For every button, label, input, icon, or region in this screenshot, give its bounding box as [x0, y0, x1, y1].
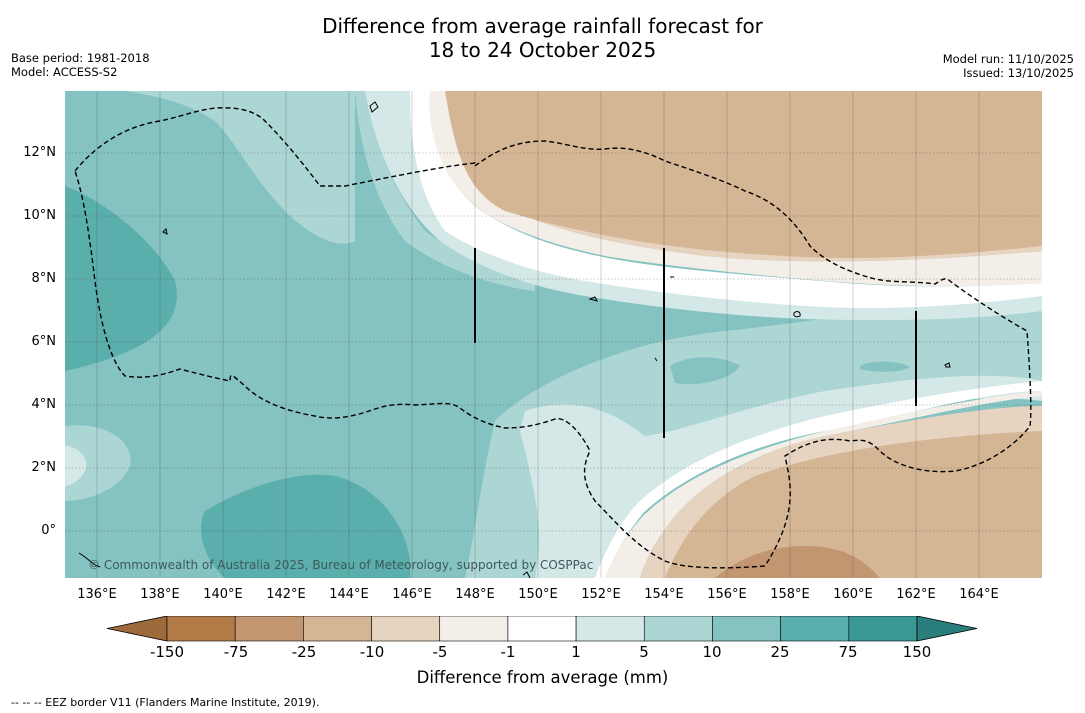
map-title: Difference from average rainfall forecas…: [0, 14, 1085, 62]
colorbar-cell: [439, 616, 509, 642]
zone-neutral-south: [595, 381, 1042, 578]
cbar-tick: -150: [149, 643, 185, 661]
islands: [78, 101, 951, 578]
zone-minus1-north: [429, 91, 1042, 287]
lat-label-10n: 10°N: [23, 208, 56, 223]
title-line-1: Difference from average rainfall forecas…: [322, 14, 763, 38]
zone-plus5-west: [65, 425, 131, 501]
colorbar-cell: [575, 616, 645, 642]
title-line-2: 18 to 24 October 2025: [428, 38, 657, 62]
lon-label-138e: 138°E: [140, 587, 180, 602]
colorbar-cell: [166, 616, 236, 642]
zone-minus25-south: [715, 546, 880, 578]
colorbar-cell: [643, 616, 713, 642]
cbar-tick: -5: [432, 643, 448, 661]
colorbar-cell: [848, 616, 918, 642]
lat-label-8n: 8°N: [31, 271, 57, 286]
lat-label-6n: 6°N: [31, 334, 57, 349]
model-run: Model run: 11/10/2025: [942, 52, 1074, 66]
zone-plus5-central: [465, 291, 1042, 578]
cbar-tick: 150: [902, 643, 932, 661]
lon-label-136e: 136°E: [77, 587, 117, 602]
cbar-tick: 1: [571, 643, 581, 661]
map-canvas: [65, 91, 1042, 578]
colorbar: [107, 616, 978, 642]
copyright-notice: © Commonwealth of Australia 2025, Bureau…: [88, 558, 594, 572]
lon-label-160e: 160°E: [833, 587, 873, 602]
zone-minus1-south: [605, 391, 1042, 578]
lon-label-142e: 142°E: [266, 587, 306, 602]
eez-footnote: -- -- -- EEZ border V11 (Flanders Marine…: [11, 696, 320, 709]
lon-label-146e: 146°E: [392, 587, 432, 602]
colorbar-cells: [166, 616, 918, 642]
zone-minus10-north-core: [489, 91, 1042, 253]
colorbar-cell: [507, 616, 577, 642]
model-name: Model: ACCESS-S2: [11, 65, 118, 79]
lat-label-2n: 2°N: [31, 460, 57, 475]
cbar-tick: -10: [359, 643, 385, 661]
zone-plus25-west: [65, 186, 177, 371]
colorbar-cell: [712, 616, 781, 642]
lon-label-162e: 162°E: [896, 587, 936, 602]
lat-label-4n: 4°N: [31, 397, 57, 412]
lon-label-164e: 164°E: [959, 587, 999, 602]
colorbar-cell: [780, 616, 850, 642]
run-info: Model run: 11/10/2025 Issued: 13/10/2025: [943, 52, 1074, 80]
colorbar-extend-high: [916, 616, 978, 642]
boundary-lines: [474, 248, 917, 438]
cbar-tick: -75: [223, 643, 249, 661]
issued-date: Issued: 13/10/2025: [963, 66, 1074, 80]
lon-label-158e: 158°E: [770, 587, 810, 602]
cbar-tick: -25: [291, 643, 317, 661]
colorbar-title: Difference from average (mm): [416, 668, 669, 687]
lon-label-150e: 150°E: [518, 587, 558, 602]
cbar-tick: 75: [838, 643, 858, 661]
lon-label-154e: 154°E: [644, 587, 684, 602]
lon-label-152e: 152°E: [581, 587, 621, 602]
colorbar-cell: [234, 616, 304, 642]
zone-plus25-south: [201, 474, 410, 578]
zone-plus1-central: [520, 375, 1042, 578]
zone-plus5-north: [125, 91, 355, 244]
cbar-tick: 5: [639, 643, 649, 661]
lat-label-12n: 12°N: [23, 145, 56, 160]
rainfall-map[interactable]: © Commonwealth of Australia 2025, Bureau…: [65, 91, 1042, 578]
base-period: Base period: 1981-2018: [11, 51, 150, 65]
zone-neutral-north: [410, 91, 1042, 308]
colorbar-cell: [303, 616, 372, 642]
zone-plus5-north-edge: [355, 91, 535, 291]
lon-label-140e: 140°E: [203, 587, 243, 602]
cbar-tick: 10: [702, 643, 722, 661]
cbar-tick: -1: [500, 643, 516, 661]
lon-label-156e: 156°E: [707, 587, 747, 602]
zone-plus10-patch-1: [670, 357, 740, 385]
zone-plus1-west: [65, 446, 87, 486]
colorbar-extend-low: [107, 616, 168, 642]
lon-label-144e: 144°E: [329, 587, 369, 602]
zone-plus10-patch-2: [860, 361, 910, 372]
lon-label-148e: 148°E: [455, 587, 495, 602]
cbar-tick: 25: [770, 643, 790, 661]
colorbar-cell: [371, 616, 441, 642]
lat-label-0: 0°: [41, 523, 56, 538]
eez-borders: [74, 107, 1032, 569]
model-info: Base period: 1981-2018 Model: ACCESS-S2: [11, 51, 150, 79]
